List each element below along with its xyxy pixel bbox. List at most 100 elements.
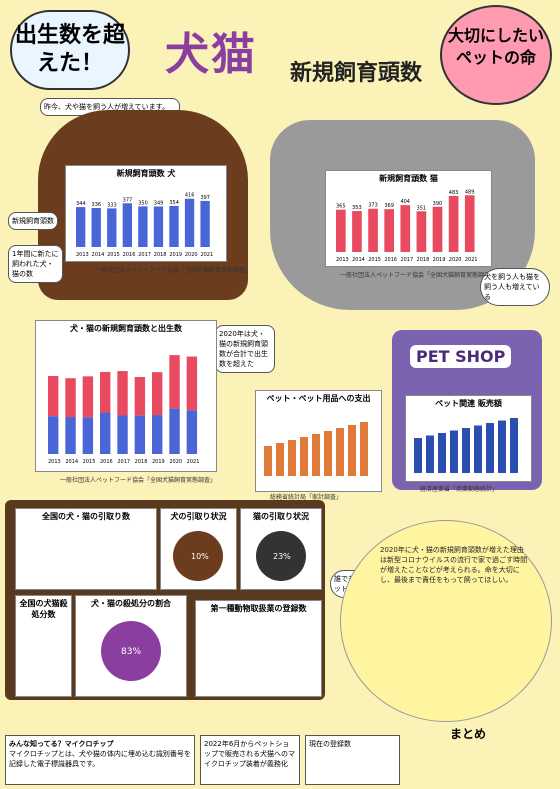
board-chart-2: 犬の引取り状況 10% (160, 508, 237, 590)
expense-chart-svg (264, 422, 368, 476)
bar-value: 344 (76, 201, 86, 207)
board-title-6: 第一種動物取扱業の登録数 (210, 604, 307, 613)
tick-label: 2015 (83, 459, 96, 465)
bar-dog-2016 (100, 412, 111, 454)
bar-value: 369 (384, 203, 394, 209)
bar-2013 (336, 209, 346, 252)
expense-bar (300, 437, 308, 476)
market-bar (486, 423, 494, 473)
bar-dog-2015 (82, 417, 94, 454)
bar-value: 365 (336, 204, 346, 210)
tick-label: 2013 (48, 459, 61, 465)
bar-2021 (200, 200, 210, 247)
market-bar (450, 430, 458, 473)
bar-cat-2016 (100, 371, 111, 413)
tick-label: 2015 (368, 257, 381, 263)
total-chart-title: 犬・猫の新規飼育頭数と出生数 (70, 324, 182, 333)
board-chart-4: 全国の犬猫殺処分数 (15, 595, 72, 697)
market-bar (426, 435, 434, 473)
pie-cat-label: 23% (273, 552, 291, 561)
bar-value: 336 (92, 202, 102, 208)
market-bar (474, 425, 482, 473)
side-note-1: 新規飼育頭数 (8, 212, 58, 230)
pet-shop-sign: PET SHOP (410, 345, 512, 368)
tick-label: 2020 (169, 459, 182, 465)
bar-cat-2019 (152, 372, 163, 416)
bar-dog-2017 (117, 415, 128, 454)
tick-label: 2017 (138, 252, 151, 258)
tick-label: 2014 (352, 257, 365, 263)
bar-value: 377 (123, 197, 133, 203)
bar-2020 (184, 198, 195, 247)
market-bar (462, 428, 470, 473)
bar-2017 (138, 206, 148, 247)
expense-bar (324, 431, 332, 476)
tick-label: 2021 (187, 459, 200, 465)
balloon: 大切にしたいペットの命 (440, 5, 552, 105)
tick-label: 2018 (154, 252, 167, 258)
tick-label: 2017 (117, 459, 130, 465)
tick-label: 2017 (400, 257, 413, 263)
microchip-title: みんな知ってる？マイクロチップ (9, 740, 114, 748)
bar-dog-2020 (169, 408, 180, 454)
bar-2019 (432, 206, 443, 252)
summary-text: 2020年に犬・猫の新規飼育頭数が増えた理由は新型コロナウイルスの流行で家で過ご… (380, 546, 528, 584)
tick-label: 2020 (185, 252, 198, 258)
bar-2015 (368, 208, 378, 252)
bar-2021 (464, 195, 475, 252)
lead-title: 出生数を超えた！ (10, 10, 130, 90)
board-chart-5: 犬・猫の殺処分の割合 83% (75, 595, 187, 697)
pie-dog-label: 10% (191, 552, 209, 561)
market-bar (414, 438, 422, 473)
bar-2013 (76, 207, 86, 247)
tick-label: 2020 (449, 257, 462, 263)
bar-value: 333 (107, 202, 117, 208)
bar-2018 (416, 211, 427, 252)
market-bar (510, 418, 518, 473)
tick-label: 2019 (169, 252, 182, 258)
bar-2020 (448, 195, 459, 252)
summary-bulb (340, 520, 552, 722)
tick-label: 2013 (336, 257, 349, 263)
total-chart: 犬・猫の新規飼育頭数と出生数 2013 2014 2015 2016 2017 2018 2… (35, 320, 217, 472)
registration-box: 現在の登録数 (305, 735, 400, 785)
cat-note: 犬を飼う人も猫を飼う人も増えている (480, 268, 550, 306)
expense-chart: ペット・ペット用品への支出 (255, 390, 382, 492)
market-chart: ペット関連 販売額 (405, 395, 532, 482)
cat-chart: 新規飼育頭数 猫 365 2013 353 2014 373 2015 369 2016 404… (325, 170, 492, 267)
market-chart-svg (414, 418, 518, 473)
bar-2014 (352, 211, 362, 252)
bar-dog-2018 (134, 415, 146, 454)
bar-value: 489 (465, 189, 475, 195)
bar-value: 351 (417, 205, 427, 211)
bar-value: 483 (449, 190, 459, 196)
tick-label: 2016 (100, 459, 113, 465)
bar-value: 373 (368, 203, 378, 209)
market-bar (438, 433, 446, 473)
tick-label: 2016 (384, 257, 397, 263)
market-bar (498, 420, 506, 473)
dog-chart-source: 一般社団法人ペットフード協会「全国犬猫飼育実態調査」 (95, 267, 252, 274)
tick-label: 2014 (92, 252, 105, 258)
tick-label: 2018 (135, 459, 148, 465)
board-title-3: 猫の引取り状況 (253, 512, 309, 521)
expense-bar (264, 446, 272, 476)
tick-label: 2021 (465, 257, 478, 263)
expense-source: 総務省統計局「家計調査」 (270, 494, 343, 501)
bar-cat-2013 (48, 376, 59, 417)
tick-label: 2016 (123, 252, 136, 258)
microchip-box: みんな知ってる？マイクロチップ マイクロチップとは、犬や猫の体内に埋め込む識別番… (5, 735, 195, 785)
bar-value: 397 (200, 195, 210, 201)
cat-chart-title: 新規飼育頭数 猫 (379, 174, 438, 183)
expense-bar (336, 428, 344, 476)
bar-dog-2021 (186, 410, 198, 454)
board-chart-6: 第一種動物取扱業の登録数 (195, 600, 322, 697)
expense-bar (312, 434, 320, 476)
tick-label: 2015 (107, 252, 120, 258)
bar-dog-2019 (152, 415, 163, 454)
bar-2016 (122, 203, 132, 247)
bar-cat-2018 (134, 377, 146, 416)
bar-2015 (107, 208, 117, 247)
expense-chart-title: ペット・ペット用品への支出 (266, 394, 371, 403)
tick-label: 2018 (417, 257, 430, 263)
